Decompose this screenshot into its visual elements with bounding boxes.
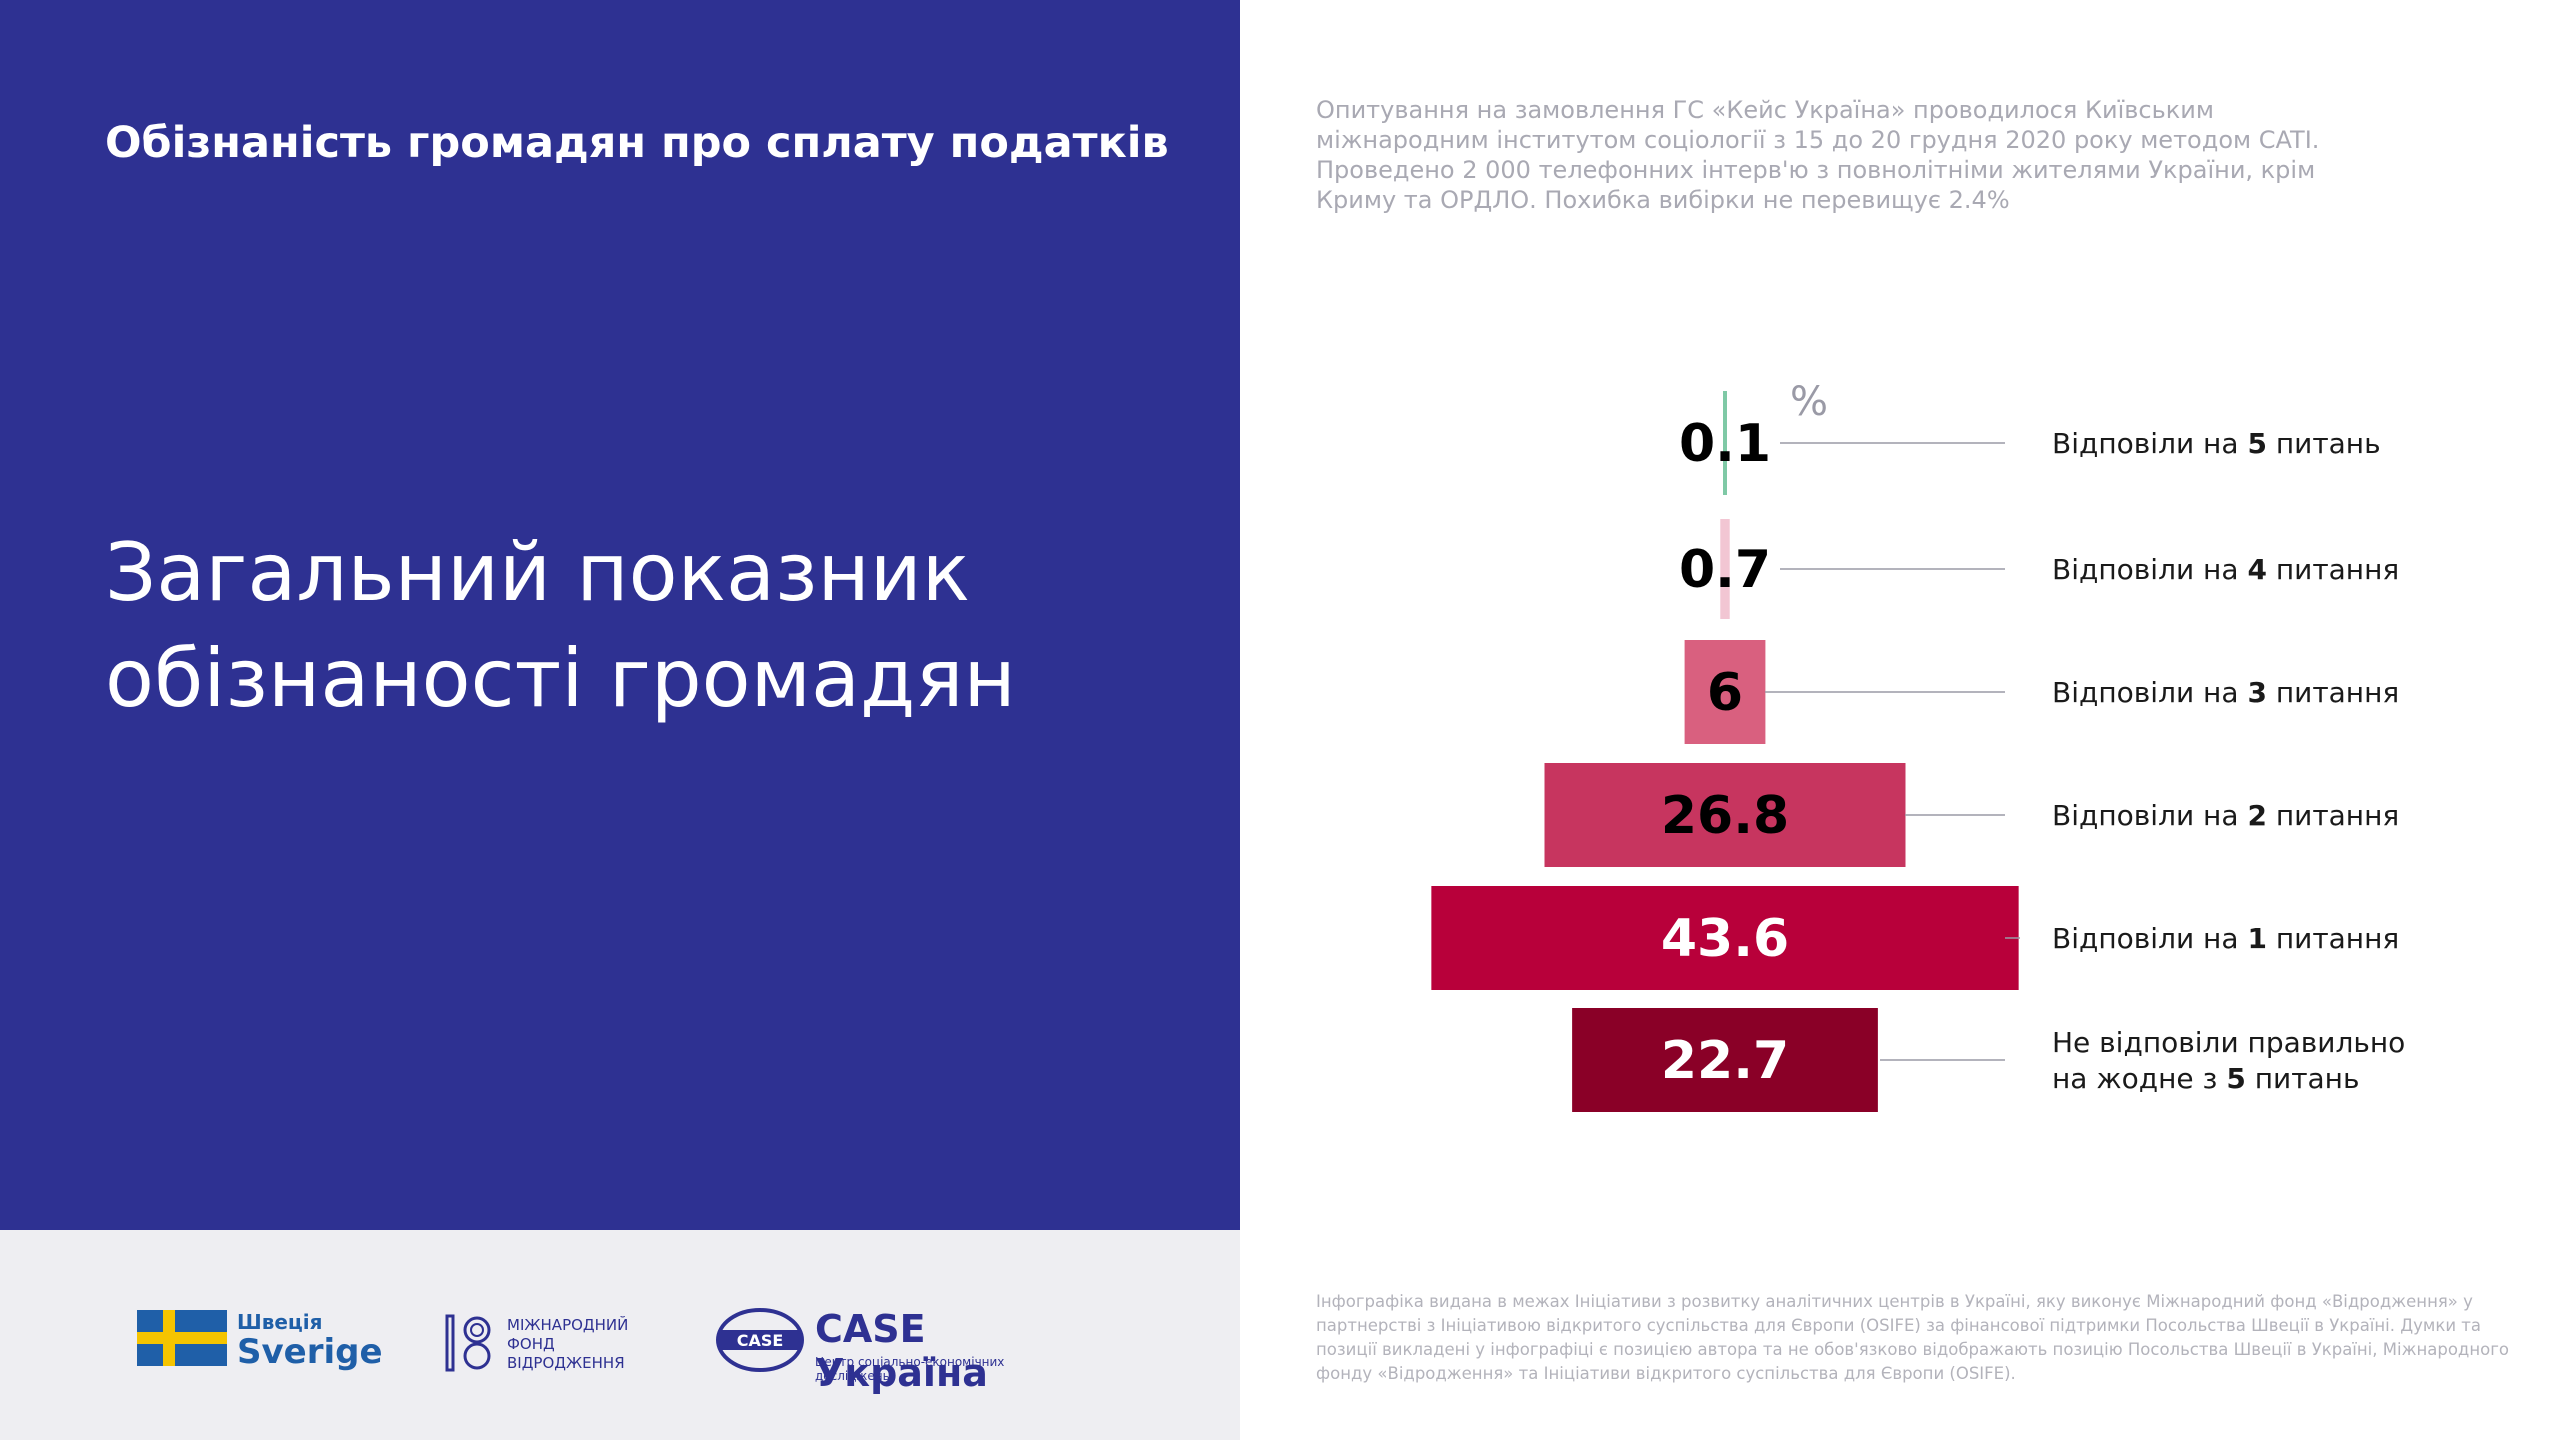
category-label: Відповіли на 3 питання: [2052, 676, 2399, 709]
data-label: 0.1: [1679, 414, 1771, 474]
unit-label: %: [1790, 379, 1828, 425]
category-label: Не відповіли правильно: [2052, 1026, 2405, 1059]
case-logo: CASE CASE Україна Центр соціально-економ…: [715, 1305, 1055, 1395]
category-label: Відповіли на 5 питань: [2052, 427, 2381, 460]
data-label: 22.7: [1661, 1031, 1789, 1091]
sweden-logo: Швеція Sverige: [137, 1310, 383, 1374]
page-subtitle: Обізнаність громадян про сплату податків: [105, 118, 1169, 168]
footer-disclaimer: Інфографіка видана в межах Ініціативи з …: [1316, 1292, 2509, 1383]
survey-methodology-note: Опитування на замовлення ГС «Кейс Україн…: [1316, 96, 2320, 214]
bar: [1544, 763, 1906, 867]
data-label: 26.8: [1661, 786, 1789, 846]
category-label: Відповіли на 2 питання: [2052, 799, 2399, 832]
bar: [1431, 886, 2019, 990]
irf-logo: МІЖНАРОДНИЙ ФОНД ВІДРОДЖЕННЯ: [445, 1312, 665, 1376]
page-title: Загальний показник обізнаності громадян: [105, 526, 1016, 725]
data-label: 43.6: [1661, 909, 1789, 969]
category-label: на жодне з 5 питань: [2052, 1062, 2359, 1095]
case-emblem-icon: CASE: [716, 1308, 804, 1372]
bar: [1572, 1008, 1878, 1112]
left-panel: Обізнаність громадян про сплату податків…: [0, 0, 1240, 1230]
irf-emblem-icon: [445, 1314, 491, 1372]
bar: [1684, 640, 1766, 744]
bar: [1720, 519, 1730, 619]
category-label: Відповіли на 4 питання: [2052, 553, 2399, 586]
case-logo-subtitle: Центр соціально-економічних досліджень: [815, 1355, 1005, 1383]
irf-logo-text: МІЖНАРОДНИЙ ФОНД ВІДРОДЖЕННЯ: [507, 1316, 629, 1372]
case-emblem-text: CASE: [737, 1331, 784, 1350]
sweden-flag-icon: [137, 1310, 227, 1366]
data-label: 0.7: [1679, 540, 1771, 600]
sweden-logo-line1: Швеція: [237, 1310, 323, 1334]
sweden-logo-line2: Sverige: [237, 1332, 383, 1372]
case-logo-name: CASE Україна: [815, 1307, 988, 1395]
data-label: 6: [1707, 663, 1743, 723]
bar: [1723, 391, 1727, 495]
category-label: Відповіли на 1 питання: [2052, 922, 2399, 955]
